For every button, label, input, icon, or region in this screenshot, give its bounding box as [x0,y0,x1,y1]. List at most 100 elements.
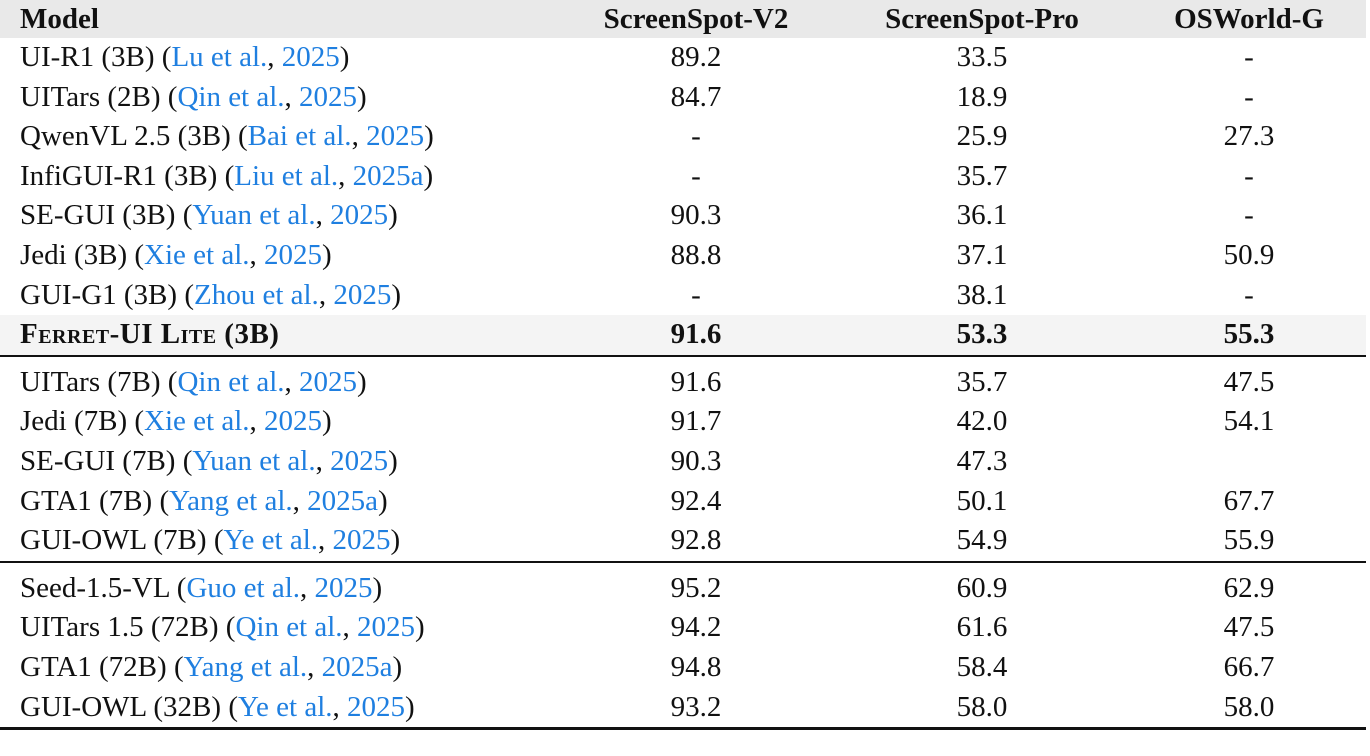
column-header-model: Model [20,3,99,35]
citation-year-link[interactable]: 2025 [314,571,373,604]
model-cell: UITars (7B) (Qin et al., 2025) [20,365,367,398]
table-row: GTA1 (7B) (Yang et al., 2025a) 92.4 50.1 67… [0,482,1366,522]
model-cell: GUI-OWL (7B) (Ye et al., 2025) [0,521,560,563]
model-cell: Jedi (3B) (Xie et al., 2025) [20,238,332,271]
model-cell: InfiGUI-R1 (3B) (Liu et al., 2025a) [20,159,434,192]
citation-author-link[interactable]: Qin et al. [235,611,343,644]
model-name: Jedi (3B) [20,238,128,271]
model-name: Ferret-UI Lite (3B) [20,318,280,351]
citation-author-link[interactable]: Bai et al. [247,120,352,153]
screenspot-v2-score: 94.2 [670,611,722,644]
osworld-g-score: 55.9 [1132,521,1366,563]
citation-year-link[interactable]: 2025a [352,159,424,192]
citation-year-link[interactable]: 2025 [357,611,416,644]
screenspot-v2-score: 92.4 [670,484,722,517]
screenspot-pro-score: 61.6 [956,611,1008,644]
model-name: InfiGUI-R1 (3B) [20,159,218,192]
citation-year-link[interactable]: 2025 [264,405,323,438]
osworld-g-score: 67.7 [1223,484,1275,517]
citation-author-link[interactable]: Yang et al. [169,484,293,517]
model-cell: GTA1 (7B) (Yang et al., 2025a) [20,484,388,517]
table-row: GUI-OWL (32B) (Ye et al., 2025) 93.2 58.0 5… [0,687,1366,731]
citation-year-link[interactable]: 2025a [321,650,393,683]
citation-year-link[interactable]: 2025 [264,238,323,271]
citation-year-link[interactable]: 2025 [330,444,389,477]
citation-year-link[interactable]: 2025 [333,278,392,311]
screenspot-pro-score: 58.0 [832,687,1132,731]
model-cell: Ferret-UI Lite (3B) [0,315,560,357]
screenspot-pro-score: 50.1 [956,484,1008,517]
model-name: SE-GUI (3B) [20,199,176,232]
column-header-osworld-g: OSWorld-G [1174,3,1324,35]
osworld-g-score: - [1244,80,1254,113]
citation-year-link[interactable]: 2025 [299,365,358,398]
screenspot-v2-score: 93.2 [560,687,832,731]
screenspot-v2-score: 88.8 [670,238,722,271]
table-row: Seed-1.5-VL (Guo et al., 2025) 95.2 60.9 62… [0,562,1366,609]
osworld-g-score: 58.0 [1132,687,1366,731]
screenspot-v2-score: 91.6 [670,365,722,398]
model-cell: GTA1 (72B) (Yang et al., 2025a) [20,650,403,683]
citation-author-link[interactable]: Zhou et al. [193,278,319,311]
model-name: UITars (7B) [20,365,161,398]
citation-author-link[interactable]: Yuan et al. [192,199,316,232]
table-row: Jedi (7B) (Xie et al., 2025) 91.7 42.0 54.1 [0,402,1366,442]
screenspot-v2-score: 90.3 [670,199,722,232]
screenspot-v2-score: 91.7 [670,405,722,438]
citation-year-link[interactable]: 2025 [332,524,391,557]
citation-author-link[interactable]: Qin et al. [177,80,285,113]
column-header-screenspot-v2: ScreenSpot-V2 [603,3,789,35]
table-row: UITars (7B) (Qin et al., 2025) 91.6 35.7 47… [0,356,1366,403]
citation-author-link[interactable]: Yang et al. [183,650,308,683]
citation-year-link[interactable]: 2025 [366,120,425,153]
osworld-g-score: 47.5 [1223,611,1275,644]
citation-year-link[interactable]: 2025 [347,690,406,723]
model-name: UITars 1.5 (72B) [20,611,219,644]
citation-year-link[interactable]: 2025 [330,199,389,232]
screenspot-pro-score: 35.7 [956,365,1008,398]
screenspot-v2-score: 94.8 [670,650,722,683]
model-name: UITars (2B) [20,80,161,113]
screenspot-pro-score: 38.1 [956,278,1008,311]
model-cell: SE-GUI (7B) (Yuan et al., 2025) [20,444,398,477]
citation-author-link[interactable]: Liu et al. [234,159,339,192]
model-name: GTA1 (72B) [20,650,167,683]
osworld-g-score: 54.1 [1223,405,1275,438]
screenspot-pro-score: 33.5 [956,41,1008,73]
table-row: UITars 1.5 (72B) (Qin et al., 2025) 94.2 6… [0,608,1366,648]
screenspot-pro-score: 37.1 [956,238,1008,271]
citation-author-link[interactable]: Xie et al. [144,238,250,271]
osworld-g-score: 66.7 [1223,650,1275,683]
citation-author-link[interactable]: Qin et al. [177,365,285,398]
model-cell: GUI-OWL (32B) (Ye et al., 2025) [0,687,560,731]
citation-year-link[interactable]: 2025 [281,41,340,73]
table-row: UITars (2B) (Qin et al., 2025) 84.7 18.9 - [0,78,1366,118]
screenspot-pro-score: 18.9 [956,80,1008,113]
screenspot-v2-score: 89.2 [670,41,722,73]
osworld-g-score: 27.3 [1223,120,1275,153]
table-header: Model ScreenSpot-V2 ScreenSpot-Pro OSWor… [0,0,1366,38]
screenspot-pro-score: 58.4 [956,650,1008,683]
osworld-g-score [1132,442,1366,482]
citation-author-link[interactable]: Yuan et al. [192,444,316,477]
osworld-g-score: 50.9 [1223,238,1275,271]
citation-year-link[interactable]: 2025 [299,80,358,113]
osworld-g-score: - [1244,199,1254,232]
model-cell: UITars (2B) (Qin et al., 2025) [20,80,367,113]
table-row: SE-GUI (3B) (Yuan et al., 2025) 90.3 36.1 - [0,196,1366,236]
table-row: InfiGUI-R1 (3B) (Liu et al., 2025a) - 35.7… [0,157,1366,197]
citation-author-link[interactable]: Lu et al. [171,41,268,73]
citation-author-link[interactable]: Xie et al. [144,405,250,438]
citation-author-link[interactable]: Ye et al. [237,690,333,723]
model-name: GUI-OWL (7B) [20,524,207,557]
screenspot-v2-score: 91.6 [560,315,832,357]
citation-year-link[interactable]: 2025a [307,484,379,517]
model-cell: UITars 1.5 (72B) (Qin et al., 2025) [20,611,425,644]
citation-author-link[interactable]: Guo et al. [186,571,301,604]
model-name: SE-GUI (7B) [20,444,176,477]
citation-author-link[interactable]: Ye et al. [223,524,319,557]
screenspot-pro-score: 47.3 [956,444,1008,477]
table-body: UI-R1 (3B) (Lu et al., 2025) 89.2 33.5- UIT… [0,38,1366,731]
osworld-g-score: 47.5 [1223,365,1275,398]
